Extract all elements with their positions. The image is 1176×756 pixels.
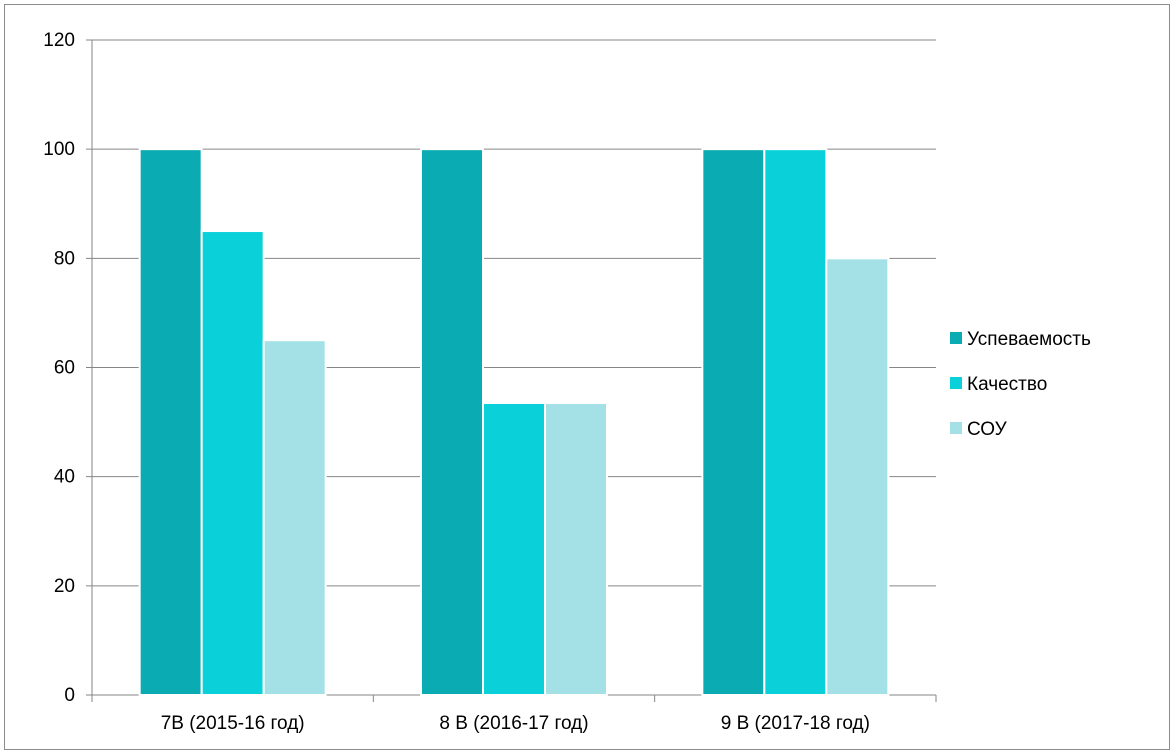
bar-chart: 0 20 40 60 80 100 120 7В (2015-16 год) 8 В (201… bbox=[43, 30, 1091, 734]
legend-label-2: Качество bbox=[967, 374, 1047, 395]
bar-3-2 bbox=[544, 401, 608, 696]
legend: Успеваемость Качество СОУ bbox=[950, 329, 1091, 440]
y-tick-label-80: 80 bbox=[54, 248, 75, 269]
bar-3-1 bbox=[262, 339, 327, 696]
bar-1-3 bbox=[701, 148, 766, 696]
y-tick-label-0: 0 bbox=[64, 685, 75, 706]
legend-swatch-2 bbox=[950, 377, 962, 389]
chart-frame: 0 20 40 60 80 100 120 7В (2015-16 год) 8 В (201… bbox=[4, 4, 1170, 750]
legend-label-3: СОУ bbox=[967, 419, 1008, 440]
legend-swatch-3 bbox=[950, 422, 962, 434]
x-tick-label-1: 7В (2015-16 год) bbox=[161, 713, 305, 734]
y-tick-labels: 0 20 40 60 80 100 120 bbox=[43, 30, 75, 706]
axes bbox=[91, 40, 937, 702]
legend-label-1: Успеваемость bbox=[967, 329, 1091, 350]
y-tick-label-100: 100 bbox=[43, 139, 75, 160]
y-tick-label-40: 40 bbox=[54, 467, 75, 488]
bars bbox=[138, 148, 890, 697]
bar-1-2 bbox=[420, 148, 484, 696]
legend-swatch-1 bbox=[950, 332, 962, 344]
bar-3-3 bbox=[825, 257, 890, 696]
y-tick-label-60: 60 bbox=[54, 358, 75, 379]
bar-2-1 bbox=[200, 230, 265, 697]
x-tick-label-3: 9 В (2017-18 год) bbox=[721, 713, 870, 734]
bar-2-2 bbox=[482, 401, 546, 696]
bar-2-3 bbox=[763, 148, 828, 696]
bar-1-1 bbox=[138, 148, 203, 696]
x-tick-labels: 7В (2015-16 год) 8 В (2016-17 год) 9 В (20… bbox=[161, 713, 870, 734]
y-tick-label-120: 120 bbox=[43, 30, 75, 51]
y-tick-label-20: 20 bbox=[54, 576, 75, 597]
x-tick-label-2: 8 В (2016-17 год) bbox=[439, 713, 588, 734]
